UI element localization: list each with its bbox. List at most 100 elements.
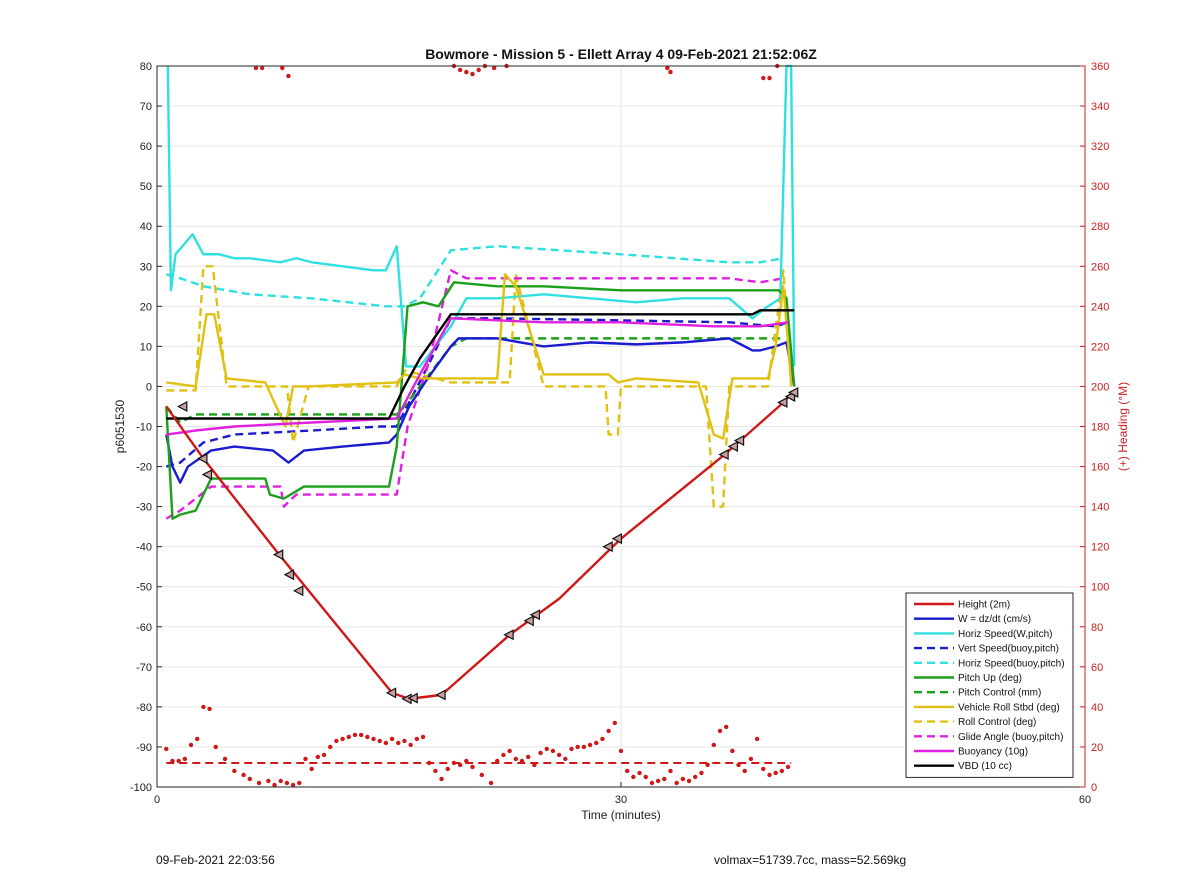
heading-point (284, 780, 290, 786)
heading-point (396, 740, 401, 746)
heading-point (761, 75, 766, 81)
heading-point (587, 742, 593, 748)
heading-point (470, 71, 475, 77)
y-tick-label: 20 (140, 301, 152, 313)
right-tick-label: 240 (1091, 301, 1109, 313)
chart-title: Bowmore - Mission 5 - Ellett Array 4 09-… (425, 46, 817, 62)
y-tick-label: 50 (140, 181, 152, 193)
heading-point (674, 780, 679, 786)
right-tick-label: 60 (1091, 662, 1103, 674)
heading-point (655, 778, 661, 784)
heading-point (321, 752, 327, 758)
heading-point (259, 65, 265, 71)
heading-point (470, 764, 475, 770)
heading-point (266, 778, 271, 784)
height-marker (733, 435, 745, 447)
x-axis-label: Time (minutes) (581, 808, 661, 822)
x-tick-label: 30 (615, 794, 627, 806)
heading-point (550, 748, 556, 754)
legend-entry: Vert Speed(buoy,pitch) (958, 644, 1059, 655)
height-marker (385, 687, 397, 699)
series-line (165, 245, 784, 308)
y-tick-label: -100 (130, 782, 152, 794)
heading-point (241, 772, 246, 778)
heading-point (256, 780, 262, 786)
legend-entry: Buoyancy (10g) (958, 747, 1028, 758)
heading-point (538, 750, 543, 756)
heading-point (711, 742, 716, 748)
heading-point (280, 65, 285, 71)
height-marker (787, 386, 799, 398)
heading-point (232, 768, 237, 774)
heading-point (581, 744, 587, 750)
series-line (165, 389, 796, 701)
heading-point (457, 762, 463, 768)
heading-point (686, 778, 692, 784)
legend-entry: Pitch Up (deg) (958, 673, 1022, 684)
heading-point (637, 770, 642, 776)
heading-point (188, 742, 194, 748)
y-tick-label: -90 (136, 742, 152, 754)
y-tick-label: -70 (136, 662, 152, 674)
y-tick-label: 40 (140, 221, 152, 233)
series-line (166, 273, 793, 440)
legend-entry: Horiz Speed(buoy,pitch) (958, 658, 1065, 669)
heading-point (365, 734, 370, 740)
height-marker (272, 549, 284, 561)
heading-point (488, 780, 494, 786)
heading-point (334, 738, 339, 744)
height-marker (727, 441, 739, 453)
heading-point (420, 734, 426, 740)
heading-point (195, 736, 200, 742)
series-line (165, 281, 796, 520)
legend-entry: W = dz/dt (cm/s) (958, 614, 1031, 625)
heading-point (526, 754, 531, 760)
heading-point (705, 762, 710, 768)
heading-point (662, 776, 667, 782)
heading-point (247, 776, 252, 782)
right-tick-label: 100 (1091, 582, 1109, 594)
right-tick-label: 360 (1091, 61, 1109, 73)
heading-point (451, 760, 457, 766)
heading-point (278, 778, 283, 784)
right-tick-label: 200 (1091, 381, 1109, 393)
right-tick-label: 340 (1091, 101, 1109, 113)
heading-point (371, 736, 376, 742)
heading-point (176, 758, 181, 764)
heading-point (464, 69, 469, 75)
y-tick-label: -10 (136, 422, 152, 434)
series-line (166, 309, 795, 420)
series-line (165, 337, 784, 424)
heading-point (170, 758, 175, 764)
heading-point (358, 732, 364, 738)
series-line (166, 64, 796, 368)
heading-point (612, 720, 618, 726)
series-line (166, 265, 793, 508)
height-marker (283, 569, 295, 581)
heading-point (532, 762, 537, 768)
heading-point (544, 746, 549, 752)
height-marker (201, 469, 213, 481)
legend-entry: Height (2m) (958, 600, 1010, 611)
heading-point (761, 766, 766, 772)
heading-point (433, 768, 438, 774)
height-marker (407, 692, 418, 704)
heading-point (631, 774, 636, 780)
heading-point (556, 752, 562, 758)
y-axis-label: p6051530 (113, 399, 127, 453)
heading-point (600, 736, 605, 742)
heading-point (624, 768, 630, 774)
heading-point (643, 774, 648, 780)
y-tick-label: -20 (136, 462, 152, 474)
y-tick-label: -30 (136, 502, 152, 514)
heading-point (767, 75, 772, 81)
heading-point (742, 768, 747, 774)
heading-point (723, 724, 729, 730)
right-tick-label: 120 (1091, 542, 1109, 554)
y-tick-label: -50 (136, 582, 152, 594)
heading-point (297, 780, 302, 786)
heading-point (575, 744, 580, 750)
heading-point (594, 740, 599, 746)
footer-info: volmax=51739.7cc, mass=52.569kg (714, 853, 907, 867)
